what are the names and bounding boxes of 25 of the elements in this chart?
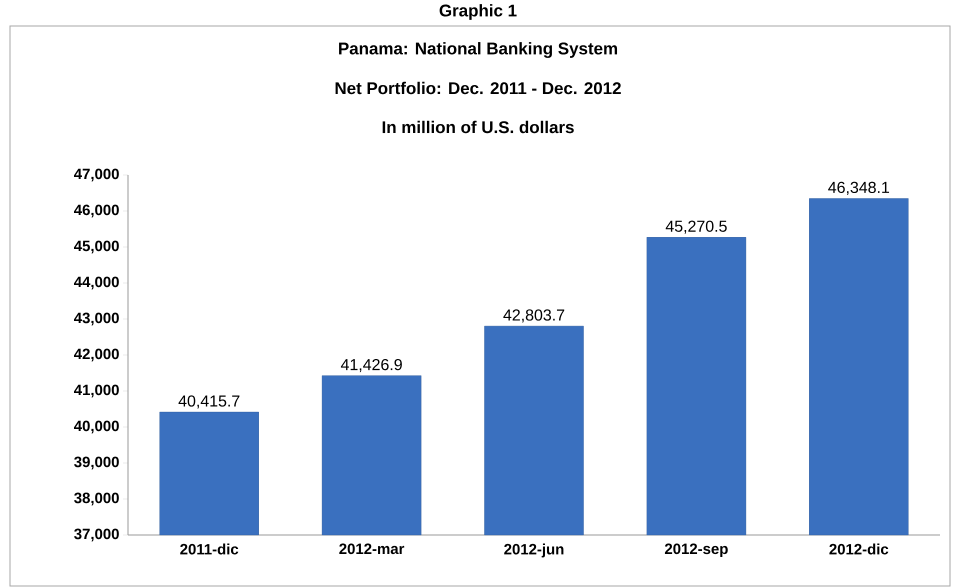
y-tick-label: 37,000 (74, 528, 119, 542)
x-tick-label: 2012-mar (339, 544, 404, 554)
data-label: 42,803.7 (503, 309, 564, 323)
y-tick-label: 40,000 (74, 420, 119, 434)
data-label: 41,426.9 (340, 358, 402, 372)
y-tick-label: 39,000 (74, 456, 119, 470)
y-tick-label: 46,000 (74, 204, 119, 218)
y-tick-label: 42,000 (74, 348, 119, 362)
y-tick-label: 41,000 (74, 384, 119, 398)
x-tick-label: 2012-jun (504, 544, 564, 558)
text: In million of U.S. dollars (382, 120, 574, 134)
chart-subtitle: Net Portfolio: Dec. 2011 - Dec. 2012 (336, 82, 621, 94)
y-tick-label: 38,000 (74, 492, 119, 506)
x-tick-label: 2012-sep (664, 544, 728, 558)
data-label: 40,415.7 (178, 395, 240, 409)
y-tick-label: 43,000 (74, 312, 119, 326)
x-tick-label: 2012-dic (829, 544, 888, 554)
data-label: 45,270.5 (666, 220, 727, 234)
data-label: 46,348.1 (828, 182, 890, 195)
chart-title: Panama: National Banking System (339, 42, 618, 58)
x-tick-label: 2011-dic (180, 544, 238, 554)
text: Graphic 1 (440, 4, 517, 20)
y-tick-label: 45,000 (74, 240, 119, 254)
y-tick-label: 44,000 (74, 276, 119, 290)
y-tick-label: 47,000 (74, 168, 119, 182)
